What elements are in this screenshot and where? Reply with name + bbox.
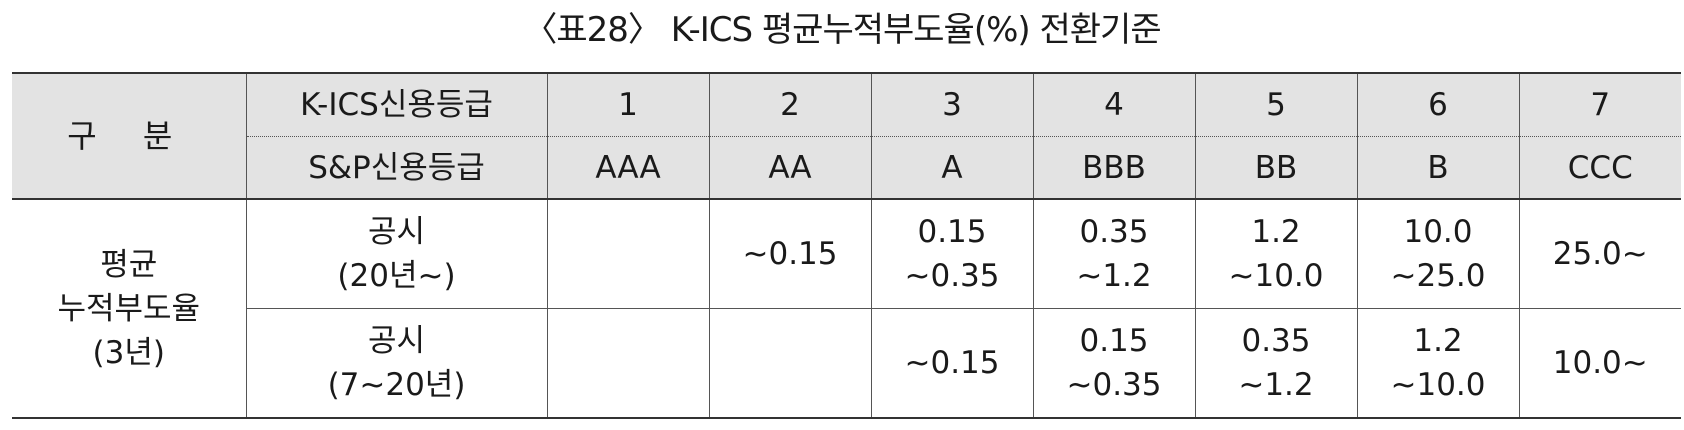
row-group-line: 누적부도율	[57, 290, 201, 327]
cell-line: ~0.35	[904, 258, 1000, 294]
data-cell: 0.35 ~1.2	[1032, 199, 1195, 309]
data-cell	[546, 199, 709, 309]
sp-grade-cell: B	[1356, 136, 1519, 200]
header-row-sp: S&P신용등급 AAA AA A BBB BB B CCC	[12, 136, 1681, 200]
cell-line: ~0.35	[1066, 367, 1162, 403]
row-label: 공시 (7~20년)	[245, 308, 547, 419]
cell-line: ~0.15	[904, 345, 1000, 381]
sp-grade-cell: BB	[1194, 136, 1357, 200]
cell-line: 0.35	[1241, 323, 1311, 359]
sp-grade-cell: A	[870, 136, 1033, 200]
sp-grade-cell: AA	[708, 136, 871, 200]
kics-grade-cell: 2	[708, 72, 871, 137]
data-cell: 1.2 ~10.0	[1356, 308, 1519, 419]
kics-grade-label: K-ICS신용등급	[245, 72, 547, 137]
table-row: 공시 (7~20년) ~0.15 0.15 ~0.35 0.35 ~1.2 1.2 ~…	[12, 308, 1681, 419]
cell-line: 0.15	[917, 214, 987, 250]
kics-grade-cell: 7	[1518, 72, 1681, 137]
data-cell: 0.15 ~0.35	[870, 199, 1033, 309]
cell-line: ~1.2	[1076, 258, 1152, 294]
row-label: 공시 (20년~)	[245, 199, 547, 309]
row-label-line: 공시	[367, 214, 426, 250]
kics-grade-cell: 1	[546, 72, 709, 137]
data-cell: 10.0~	[1518, 308, 1681, 419]
data-cell: 0.15 ~0.35	[1032, 308, 1195, 419]
cell-line: ~25.0	[1390, 258, 1486, 294]
section-header: 구 분	[12, 72, 246, 200]
cell-line: 10.0	[1403, 214, 1473, 250]
row-label-line: 공시	[367, 323, 426, 359]
sp-grade-cell: AAA	[546, 136, 709, 200]
sp-grade-cell: BBB	[1032, 136, 1195, 200]
row-group-line: 평균	[100, 246, 158, 283]
table-title: 〈표28〉 K-ICS 평균누적부도율(%) 전환기준	[523, 10, 1161, 50]
sp-grade-cell: CCC	[1518, 136, 1681, 200]
data-cell: 0.35 ~1.2	[1194, 308, 1357, 419]
header-row-kics: 구 분 K-ICS신용등급 1 2 3 4 5 6 7	[12, 72, 1681, 200]
data-cell: ~0.15	[870, 308, 1033, 419]
cell-line: ~10.0	[1228, 258, 1324, 294]
cell-line: 1.2	[1251, 214, 1301, 250]
kics-grade-cell: 3	[870, 72, 1033, 137]
cell-line: 0.15	[1079, 323, 1149, 359]
cell-line: 0.35	[1079, 214, 1149, 250]
cell-line: ~10.0	[1390, 367, 1486, 403]
cell-line: ~0.15	[742, 236, 838, 272]
data-cell	[708, 308, 871, 419]
row-label-line: (20년~)	[337, 258, 456, 294]
row-group-header: 평균 누적부도율 (3년)	[12, 199, 246, 419]
data-cell: ~0.15	[708, 199, 871, 309]
cell-line: 25.0~	[1552, 236, 1648, 272]
kics-grade-cell: 4	[1032, 72, 1195, 137]
sp-grade-label: S&P신용등급	[245, 136, 547, 200]
cell-line: 1.2	[1413, 323, 1463, 359]
data-cell: 10.0 ~25.0	[1356, 199, 1519, 309]
cell-line: ~1.2	[1238, 367, 1314, 403]
kics-grade-cell: 6	[1356, 72, 1519, 137]
row-label-line: (7~20년)	[327, 367, 466, 403]
conversion-table: 구 분 K-ICS신용등급 1 2 3 4 5 6 7 S&P신용등급 AAA …	[12, 72, 1681, 419]
data-cell: 25.0~	[1518, 199, 1681, 309]
data-cell	[546, 308, 709, 419]
row-group-line: (3년)	[92, 334, 165, 371]
data-cell: 1.2 ~10.0	[1194, 199, 1357, 309]
table-row: 평균 누적부도율 (3년) 공시 (20년~) ~0.15 0.15 ~0.35 …	[12, 199, 1681, 419]
cell-line: 10.0~	[1552, 345, 1648, 381]
kics-grade-cell: 5	[1194, 72, 1357, 137]
